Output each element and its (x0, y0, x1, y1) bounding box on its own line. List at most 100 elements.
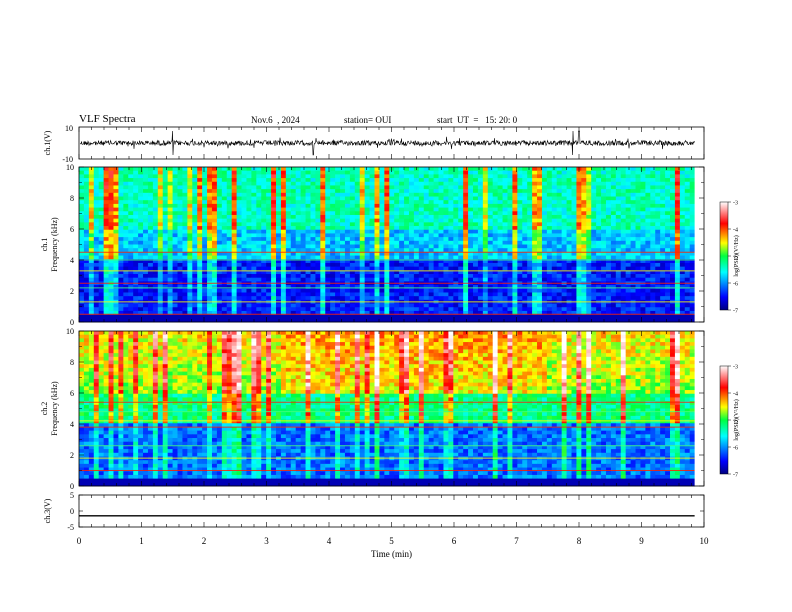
spectro-cell (359, 207, 366, 212)
spectro-cell (620, 222, 627, 227)
spectro-cell (202, 270, 208, 275)
spectro-cell (418, 203, 425, 208)
spectro-cell (413, 259, 420, 264)
spectro-cell (433, 174, 439, 179)
spectro-cell (591, 207, 597, 212)
spectro-cell (364, 189, 370, 194)
spectro-cell (369, 207, 375, 212)
spectro-cell (615, 211, 622, 216)
spectro-cell (620, 189, 627, 194)
spectro-cell (187, 181, 193, 186)
spectro-cell (640, 292, 646, 297)
spectro-cell (211, 181, 218, 186)
spectro-cell (374, 240, 380, 245)
spectro-cell (305, 181, 311, 186)
spectro-cell (197, 277, 203, 282)
spectro-cell (147, 233, 154, 238)
spectro-cell (625, 266, 631, 271)
spectro-cell (152, 277, 159, 282)
spectro-cell (172, 203, 178, 208)
spectro-cell (103, 303, 109, 308)
spectro-cell (394, 218, 400, 223)
spectro-cell (113, 181, 119, 186)
spectro-cell (468, 288, 474, 293)
spectro-cell (152, 248, 159, 253)
spectro-cell (285, 196, 292, 201)
spectro-cell (202, 218, 208, 223)
spectro-cell (113, 285, 119, 290)
spectro-cell (468, 285, 474, 290)
spectro-cell (497, 211, 503, 216)
spectro-cell (325, 189, 331, 194)
spectro-cell (152, 226, 159, 231)
spectro-cell (453, 237, 459, 242)
spectro-cell (507, 226, 513, 231)
spectro-cell (571, 170, 577, 175)
spectro-cell (182, 167, 188, 172)
spectro-cell (404, 214, 410, 220)
spectro-cell (315, 167, 321, 172)
spectro-cell (79, 203, 85, 208)
spectro-cell (167, 214, 173, 220)
spectro-cell (261, 255, 267, 260)
spectro-cell (241, 285, 247, 290)
spectro-cell (271, 277, 277, 282)
spectro-cell (340, 222, 346, 227)
spectro-cell (566, 181, 572, 186)
spectro-cell (512, 251, 518, 256)
spectro-cell (162, 255, 169, 260)
spectro-cell (295, 211, 302, 216)
spectro-cell (605, 270, 612, 275)
spectro-cell (473, 248, 479, 253)
spectro-cell (320, 277, 326, 282)
spectro-cell (581, 174, 587, 179)
spectro-cell (448, 233, 454, 238)
spectro-cell (645, 270, 651, 275)
spectro-cell (182, 292, 188, 297)
spectro-cell (295, 240, 302, 245)
spectro-cell (389, 274, 395, 279)
spectro-cell (645, 185, 651, 190)
spectro-cell (202, 266, 208, 271)
spectro-cell (226, 292, 233, 297)
spectro-cell (340, 214, 346, 220)
spectro-cell (684, 288, 691, 293)
spectro-cell (118, 170, 124, 175)
spectro-cell (428, 274, 435, 279)
spectro-cell (610, 185, 617, 190)
spectro-cell (433, 255, 439, 260)
spectro-cell (596, 274, 602, 279)
spectro-cell (251, 259, 257, 264)
spectro-cell (192, 200, 198, 205)
spectro-cell (399, 296, 405, 301)
spectro-cell (418, 174, 425, 179)
spectro-cell (192, 211, 198, 216)
spectro-cell (266, 218, 272, 223)
spectro-cell (551, 167, 558, 172)
spectro-cell (650, 192, 656, 197)
spectro-cell (433, 211, 439, 216)
spectro-cell (133, 211, 139, 216)
spectro-cell (83, 181, 90, 186)
spectro-cell (241, 178, 247, 183)
spectro-cell (138, 170, 144, 175)
spectro-cell (285, 178, 292, 183)
spectro-cell (285, 274, 292, 279)
spectro-cell (276, 174, 282, 179)
spectro-cell (187, 178, 193, 183)
spectro-cell (679, 251, 686, 256)
spectro-cell (147, 229, 154, 234)
spectro-cell (630, 192, 636, 197)
station-label: station= OUI (344, 115, 392, 125)
spectro-cell (394, 240, 400, 245)
spectro-cell (88, 192, 95, 197)
spectro-cell (665, 218, 671, 223)
spectro-cell (615, 274, 622, 279)
spectro-cell (315, 292, 321, 297)
spectro-cell (118, 214, 124, 220)
spectro-cell (423, 233, 430, 238)
spectro-cell (428, 218, 435, 223)
spectro-cell (571, 211, 577, 216)
spectro-cell (679, 200, 686, 205)
spectro-cell (128, 307, 134, 312)
